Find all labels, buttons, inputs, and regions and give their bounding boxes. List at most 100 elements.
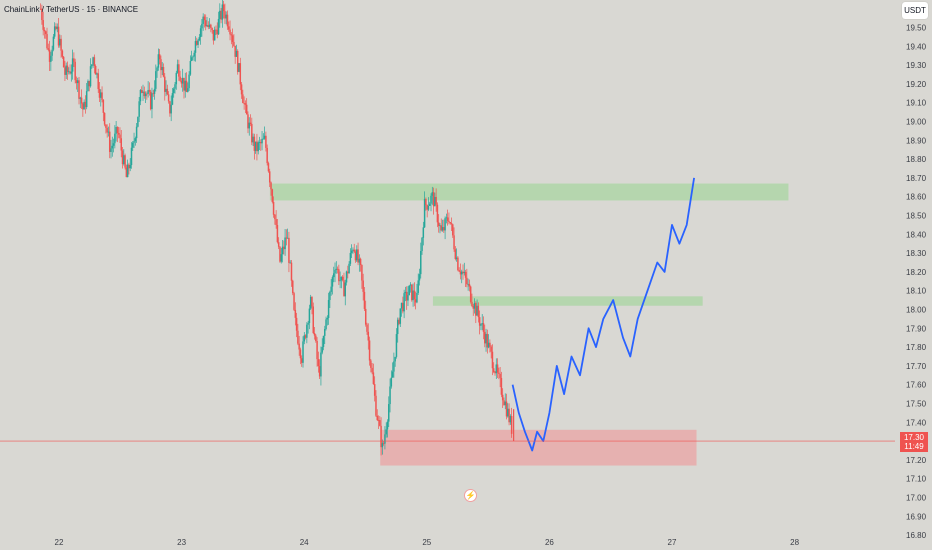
candle-body [340, 276, 343, 281]
candle-body [202, 16, 204, 24]
candle-body [243, 103, 245, 104]
y-tick-label: 17.20 [906, 456, 927, 465]
candle-body [402, 302, 404, 312]
candle-body [376, 415, 378, 420]
candle-body [183, 77, 185, 91]
candle-body [409, 284, 412, 286]
projection-path [511, 177, 695, 452]
candle-body [60, 38, 62, 51]
candle-body [444, 218, 446, 231]
candle-body [308, 308, 311, 323]
candle-body [468, 283, 471, 287]
candle-body [93, 57, 96, 66]
candle-body [380, 425, 382, 448]
candle-body [343, 280, 345, 297]
candle-body [265, 135, 267, 148]
candle-body [472, 305, 474, 309]
candle-body [92, 57, 94, 65]
candle-body [487, 342, 490, 348]
candle-body [248, 122, 250, 129]
candle-body [70, 71, 73, 74]
candle-body [350, 250, 353, 253]
candle-body [414, 299, 417, 303]
candle-body [275, 219, 277, 225]
candle-body [46, 34, 48, 49]
candle-body [413, 290, 416, 300]
candle-body [152, 93, 154, 95]
candle-body [234, 45, 236, 57]
candle-body [44, 31, 47, 35]
candle-body [190, 57, 193, 62]
candle-body [220, 10, 222, 20]
candle-body [157, 54, 160, 68]
candle-body [370, 360, 372, 368]
candle-body [114, 133, 116, 144]
candle-body [185, 80, 188, 92]
candle-body [51, 49, 53, 56]
candle-body [271, 189, 274, 202]
candle-body [138, 101, 140, 117]
zones-layer [269, 183, 789, 466]
candle-body [96, 73, 98, 75]
candle-body [213, 29, 216, 41]
candle-body [336, 268, 339, 270]
candle-body [322, 335, 325, 348]
candle-body [330, 286, 332, 292]
candle-body [251, 124, 253, 143]
candle-body [298, 343, 300, 350]
candle-body [78, 80, 80, 99]
candle-body [239, 63, 242, 85]
candle-body [421, 237, 423, 252]
candle-body [482, 323, 485, 332]
candle-body [399, 308, 402, 324]
candle-body [373, 384, 376, 396]
candle-body [244, 103, 247, 105]
candle-body [130, 147, 133, 166]
candle-body [158, 54, 161, 60]
candle-body [166, 88, 169, 95]
candle-body [353, 249, 355, 252]
candle-body [498, 372, 500, 374]
x-tick-label: 26 [545, 538, 554, 547]
candle-body [262, 138, 265, 140]
candle-body [417, 280, 419, 293]
candle-body [389, 386, 391, 405]
x-tick-label: 24 [300, 538, 309, 547]
candle-body [462, 271, 464, 274]
y-tick-label: 17.70 [906, 362, 927, 371]
currency-button[interactable]: USDT [902, 2, 928, 19]
candle-body [304, 335, 307, 338]
candle-body [123, 155, 125, 165]
candle-body [181, 77, 184, 84]
candle-body [510, 416, 513, 434]
lightning-icon[interactable]: ⚡ [464, 489, 477, 502]
y-tick-label: 18.20 [906, 268, 927, 277]
candle-body [431, 192, 434, 196]
candle-body [82, 103, 84, 110]
candle-body [139, 89, 142, 102]
candle-body [74, 61, 76, 81]
candle-body [361, 264, 363, 281]
candle-body [295, 317, 298, 331]
candle-body [505, 401, 508, 417]
candle-body [228, 26, 230, 30]
candle-body [422, 227, 425, 238]
candle-body [423, 198, 426, 228]
candle-body [293, 293, 295, 310]
candle-body [231, 35, 234, 42]
candle-body [178, 64, 180, 77]
candle-body [97, 73, 99, 90]
candle-body [84, 101, 87, 108]
y-tick-label: 16.80 [906, 531, 927, 540]
candle-body [280, 254, 282, 262]
zone-1 [432, 296, 703, 306]
candle-body [64, 67, 66, 75]
candle-body [289, 262, 291, 264]
candle-body [463, 271, 466, 274]
candle-body [368, 340, 371, 361]
y-tick-label: 18.10 [906, 287, 927, 296]
candle-body [420, 251, 422, 275]
candle-body [356, 249, 358, 261]
candle-body [119, 134, 121, 139]
